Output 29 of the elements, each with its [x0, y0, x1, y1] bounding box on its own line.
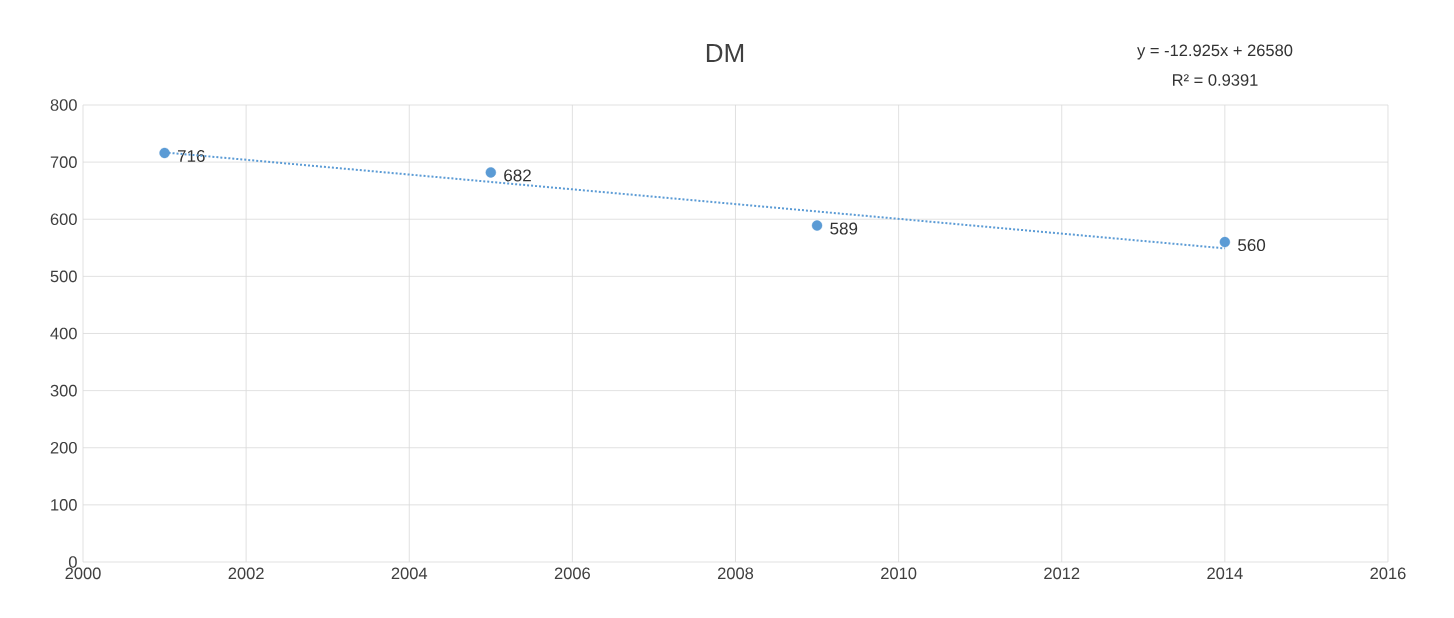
data-label: 716 — [177, 149, 205, 162]
y-tick-label: 200 — [50, 441, 77, 454]
x-tick-label: 2012 — [1044, 567, 1080, 580]
point — [485, 167, 497, 178]
text: y = -12.925x + 26580 — [1137, 44, 1293, 60]
y-tick-label: 800 — [50, 99, 77, 111]
chart-title: DM — [706, 44, 744, 62]
y-tick-label: 700 — [50, 156, 77, 168]
y-tick-label: 500 — [50, 270, 77, 283]
data-label: 589 — [830, 222, 858, 235]
y-tick-label: 400 — [50, 327, 77, 340]
x-tick-label: 2008 — [717, 567, 754, 580]
y-tick-label: 300 — [50, 384, 77, 397]
data-label: 682 — [504, 169, 531, 182]
data-label: 560 — [1238, 239, 1266, 252]
point — [1219, 236, 1231, 248]
x-tick-label: 2014 — [1207, 567, 1243, 580]
y-tick-label: 0 — [68, 556, 77, 568]
x-tick-label: 2002 — [228, 567, 264, 580]
x-tick-label: 2010 — [881, 567, 917, 580]
y-tick-label: 600 — [50, 213, 77, 226]
point — [811, 220, 823, 231]
point — [159, 147, 170, 159]
x-tick-label: 2000 — [65, 567, 101, 580]
y-tick-label: 100 — [51, 499, 77, 511]
x-tick-label: 2016 — [1370, 567, 1406, 580]
x-tick-label: 2006 — [554, 567, 590, 580]
x-tick-label: 2004 — [391, 567, 428, 580]
text: R² = 0.9391 — [1173, 74, 1258, 86]
